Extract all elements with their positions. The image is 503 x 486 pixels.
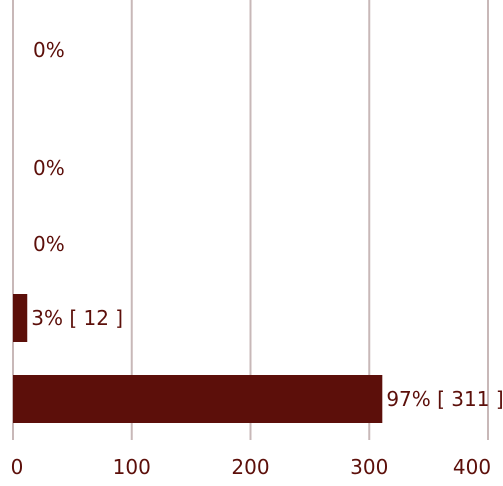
- data-label-3: 3% [ 12 ]: [31, 306, 123, 330]
- data-label-0: 0%: [33, 38, 65, 62]
- x-tick-label-200: 200: [231, 455, 269, 479]
- x-tick-label-300: 300: [350, 455, 388, 479]
- bar-3: [13, 294, 28, 342]
- bar-4: [13, 375, 383, 423]
- x-tick-label-0: 0: [11, 455, 24, 479]
- data-label-2: 0%: [33, 232, 65, 256]
- x-tick-label-100: 100: [113, 455, 151, 479]
- data-label-4: 97% [ 311 ]: [386, 387, 503, 411]
- data-label-1: 0%: [33, 156, 65, 180]
- x-tick-label-400: 400: [453, 455, 491, 479]
